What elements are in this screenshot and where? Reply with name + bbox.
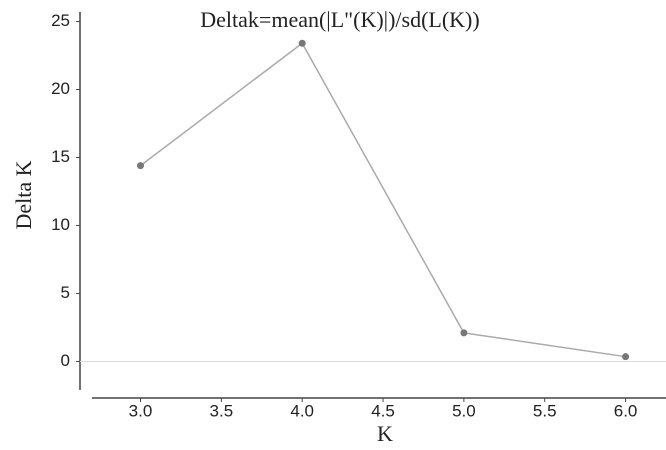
x-tick-label: 6.0 — [614, 401, 638, 420]
x-tick-label: 3.5 — [210, 401, 234, 420]
x-tick-label: 4.5 — [371, 401, 395, 420]
y-axis-label: Delta K — [11, 160, 36, 229]
x-tick-label: 3.0 — [129, 401, 153, 420]
x-tick-label: 5.5 — [533, 401, 557, 420]
series-line — [140, 42, 626, 358]
x-axis-label: K — [377, 421, 393, 446]
y-tick-label: 5 — [61, 283, 70, 302]
point — [137, 162, 145, 170]
chart-title: Deltak=mean(|L"(K)|)/sd(L(K)) — [200, 7, 479, 32]
point — [460, 329, 468, 337]
y-tick-label: 15 — [51, 147, 70, 166]
x-tick-label: 4.0 — [290, 401, 314, 420]
y-tick-label: 0 — [61, 351, 70, 370]
y-tick-label: 20 — [51, 79, 70, 98]
x-tick-label: 5.0 — [452, 401, 476, 420]
y-tick-label: 10 — [51, 215, 70, 234]
y-tick-label: 25 — [51, 11, 70, 30]
point — [298, 39, 306, 47]
point — [622, 353, 630, 361]
